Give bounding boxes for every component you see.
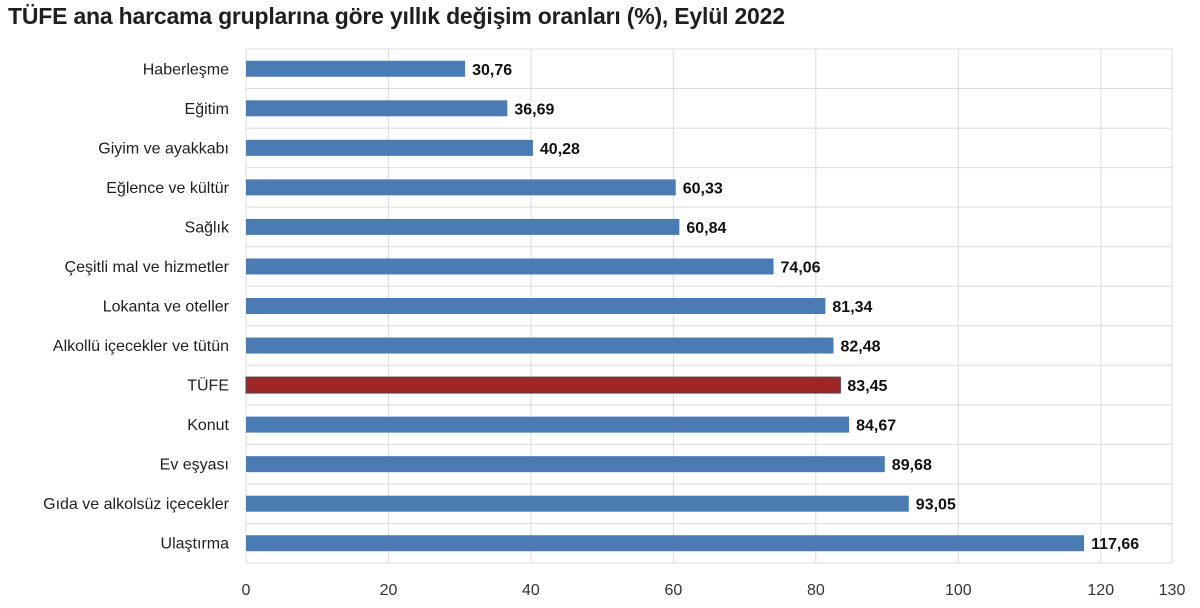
bar bbox=[246, 456, 885, 473]
value-label: 84,67 bbox=[856, 418, 896, 435]
bar bbox=[246, 100, 508, 117]
x-tick-label: 130 bbox=[1159, 582, 1186, 599]
grid-lines bbox=[245, 48, 1173, 564]
value-label: 82,48 bbox=[841, 339, 881, 356]
x-tick-label: 60 bbox=[664, 582, 682, 599]
x-tick-label: 100 bbox=[945, 582, 972, 599]
x-tick-label: 20 bbox=[380, 582, 398, 599]
value-label: 30,76 bbox=[472, 62, 512, 79]
category-label: Haberleşme bbox=[143, 61, 229, 78]
bar bbox=[246, 337, 834, 354]
value-labels: 30,76 36,69 40,28 60,33 60,84 74,06 81,34 82,48… bbox=[472, 62, 1139, 553]
category-label: Eğitim bbox=[185, 101, 229, 118]
x-tick-label: 80 bbox=[807, 582, 825, 599]
x-tick-label: 40 bbox=[522, 582, 540, 599]
bar bbox=[246, 495, 909, 512]
category-label: Lokanta ve oteller bbox=[103, 299, 230, 316]
category-label: Ulaştırma bbox=[161, 536, 230, 553]
category-label: Ev eşyası bbox=[160, 457, 229, 474]
category-label: Çeşitli mal ve hizmetler bbox=[65, 259, 230, 276]
category-label: TÜFE bbox=[187, 377, 229, 395]
bar bbox=[246, 218, 680, 235]
value-label: 89,68 bbox=[892, 457, 932, 474]
bar bbox=[246, 298, 826, 314]
bar bbox=[246, 535, 1085, 552]
value-label: 83,45 bbox=[847, 378, 887, 395]
value-label: 81,34 bbox=[832, 299, 872, 316]
bar bbox=[246, 60, 466, 77]
value-label: 36,69 bbox=[514, 101, 554, 118]
x-axis-tick-labels: 0 20 40 60 80 100 120 130 bbox=[242, 582, 1186, 599]
category-label: Giyim ve ayakkabı bbox=[98, 140, 229, 157]
category-label: Eğlence ve kültür bbox=[106, 180, 229, 197]
value-label: 117,66 bbox=[1091, 536, 1139, 553]
category-label: Gıda ve alkolsüz içecekler bbox=[43, 496, 230, 513]
value-label: 60,33 bbox=[683, 180, 723, 197]
value-label: 60,84 bbox=[686, 220, 726, 237]
category-label: Konut bbox=[187, 417, 229, 434]
bar bbox=[246, 139, 533, 156]
value-label: 74,06 bbox=[781, 259, 821, 276]
category-label: Sağlık bbox=[185, 219, 230, 236]
bars bbox=[245, 60, 1085, 552]
bar bbox=[246, 416, 850, 433]
category-label: Alkollü içecekler ve tütün bbox=[53, 338, 229, 355]
bar bbox=[246, 179, 676, 196]
value-label: 93,05 bbox=[916, 497, 956, 514]
chart-title: TÜFE ana harcama gruplarına göre yıllık … bbox=[8, 3, 785, 29]
category-labels: Haberleşme Eğitim Giyim ve ayakkabı Eğlence… bbox=[43, 61, 230, 552]
bar bbox=[246, 258, 774, 275]
value-label: 40,28 bbox=[540, 141, 580, 158]
x-tick-label: 0 bbox=[242, 582, 251, 599]
x-tick-label: 120 bbox=[1087, 582, 1114, 599]
bar bbox=[245, 376, 841, 394]
